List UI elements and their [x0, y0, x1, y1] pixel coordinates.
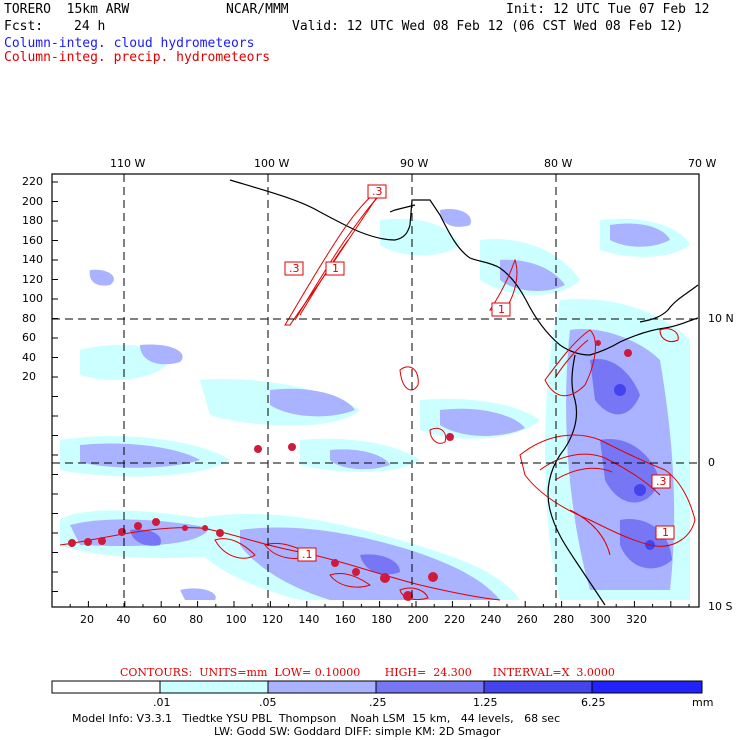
contour-label: .1 — [302, 548, 313, 561]
org-label: NCAR/MMM — [226, 2, 289, 17]
x-tick-label: 240 — [480, 613, 502, 626]
precip-dots — [68, 340, 632, 601]
x-tick-label: 160 — [334, 613, 356, 626]
contour-label: 1 — [498, 303, 505, 316]
lon-label: 90 W — [400, 157, 429, 170]
contour-interval: INTERVAL=X 3.0000 — [492, 666, 615, 679]
x-tick-label: 80 — [189, 613, 204, 626]
field-cloud-label: Column-integ. cloud hydrometeors — [4, 36, 255, 51]
lon-label: 110 W — [110, 157, 146, 170]
x-tick-label: 120 — [262, 613, 283, 626]
colorbar-bin — [483, 680, 593, 694]
x-tick-label: 260 — [516, 613, 538, 626]
y-tick-label: 180 — [22, 214, 43, 227]
y-tick-label: 80 — [22, 311, 36, 325]
y-tick-label: 20 — [22, 370, 36, 383]
colorbar-bin — [267, 680, 377, 694]
contour-info: CONTOURS: UNITS=mm LOW= 0.10000 HIGH= 24… — [120, 666, 615, 679]
x-tick-label: 220 — [444, 613, 465, 626]
contour-high: HIGH= 24.300 — [384, 666, 472, 679]
x-tick-label: 20 — [80, 613, 94, 626]
model-title: TORERO 15km ARW — [4, 2, 130, 17]
x-tick-label: 100 — [225, 613, 247, 626]
colorbar-bin — [375, 680, 485, 694]
colorbar-bin — [591, 680, 703, 694]
contour-label: 1 — [332, 262, 339, 275]
contour-label: .3 — [372, 185, 383, 198]
colorbar-label: .05 — [259, 696, 277, 709]
colorbar-label: .01 — [153, 696, 171, 709]
contour-units: CONTOURS: UNITS=mm LOW= 0.10000 — [120, 666, 361, 679]
forecast-hours: 24 h — [74, 19, 106, 34]
plot-frame — [51, 173, 700, 608]
lon-label: 100 W — [254, 157, 290, 170]
physics-info: LW: Godd SW: Goddard DIFF: simple KM: 2D… — [214, 725, 501, 738]
colorbar-unit: mm — [692, 696, 714, 709]
y-tick-label: 120 — [22, 272, 43, 286]
lon-label: 80 W — [544, 157, 573, 170]
x-tick-label: 60 — [152, 613, 167, 626]
y-tick-label: 220 — [22, 175, 43, 188]
y-tick-label: 160 — [22, 233, 43, 247]
colorbar-label: 6.25 — [581, 696, 606, 709]
contour-label-boxes — [284, 184, 675, 562]
y-tick-label: 60 — [22, 331, 36, 344]
x-tick-label: 140 — [298, 613, 320, 626]
init-time: Init: 12 UTC Tue 07 Feb 12 — [506, 2, 710, 17]
y-tick-label: 40 — [22, 350, 36, 364]
field-precip-label: Column-integ. precip. hydrometeors — [4, 50, 271, 65]
forecast-label: Fcst: — [4, 19, 44, 34]
contour-label: .3 — [289, 262, 300, 275]
colorbar-label: 1.25 — [473, 696, 498, 709]
lat-lon-grid — [52, 174, 699, 607]
axis-ticks — [51, 181, 690, 607]
lon-label: 70 W — [688, 157, 717, 170]
contour-label: .3 — [656, 475, 667, 488]
y-tick-label: 140 — [22, 253, 43, 266]
x-tick-label: 320 — [626, 613, 647, 626]
colorbar — [51, 680, 703, 694]
colorbar-label: .25 — [369, 696, 387, 709]
x-tick-label: 280 — [553, 613, 575, 626]
lat-label: 10 S — [708, 600, 733, 613]
x-tick-label: 180 — [371, 613, 393, 626]
coastlines — [229, 179, 699, 606]
colorbar-bin — [51, 680, 161, 694]
x-tick-label: 300 — [589, 613, 611, 626]
lat-label: 10 N — [708, 312, 734, 325]
y-tick-label: 200 — [22, 194, 43, 208]
colorbar-bin — [159, 680, 269, 694]
lat-label: 0 — [708, 456, 715, 469]
contour-label: 1 — [662, 526, 669, 539]
x-tick-label: 200 — [407, 613, 429, 626]
model-info: Model Info: V3.3.1 Tiedtke YSU PBL Thomp… — [72, 712, 561, 725]
x-tick-label: 40 — [116, 613, 131, 626]
y-tick-label: 100 — [22, 292, 43, 305]
valid-time: Valid: 12 UTC Wed 08 Feb 12 (06 CST Wed … — [292, 19, 684, 34]
